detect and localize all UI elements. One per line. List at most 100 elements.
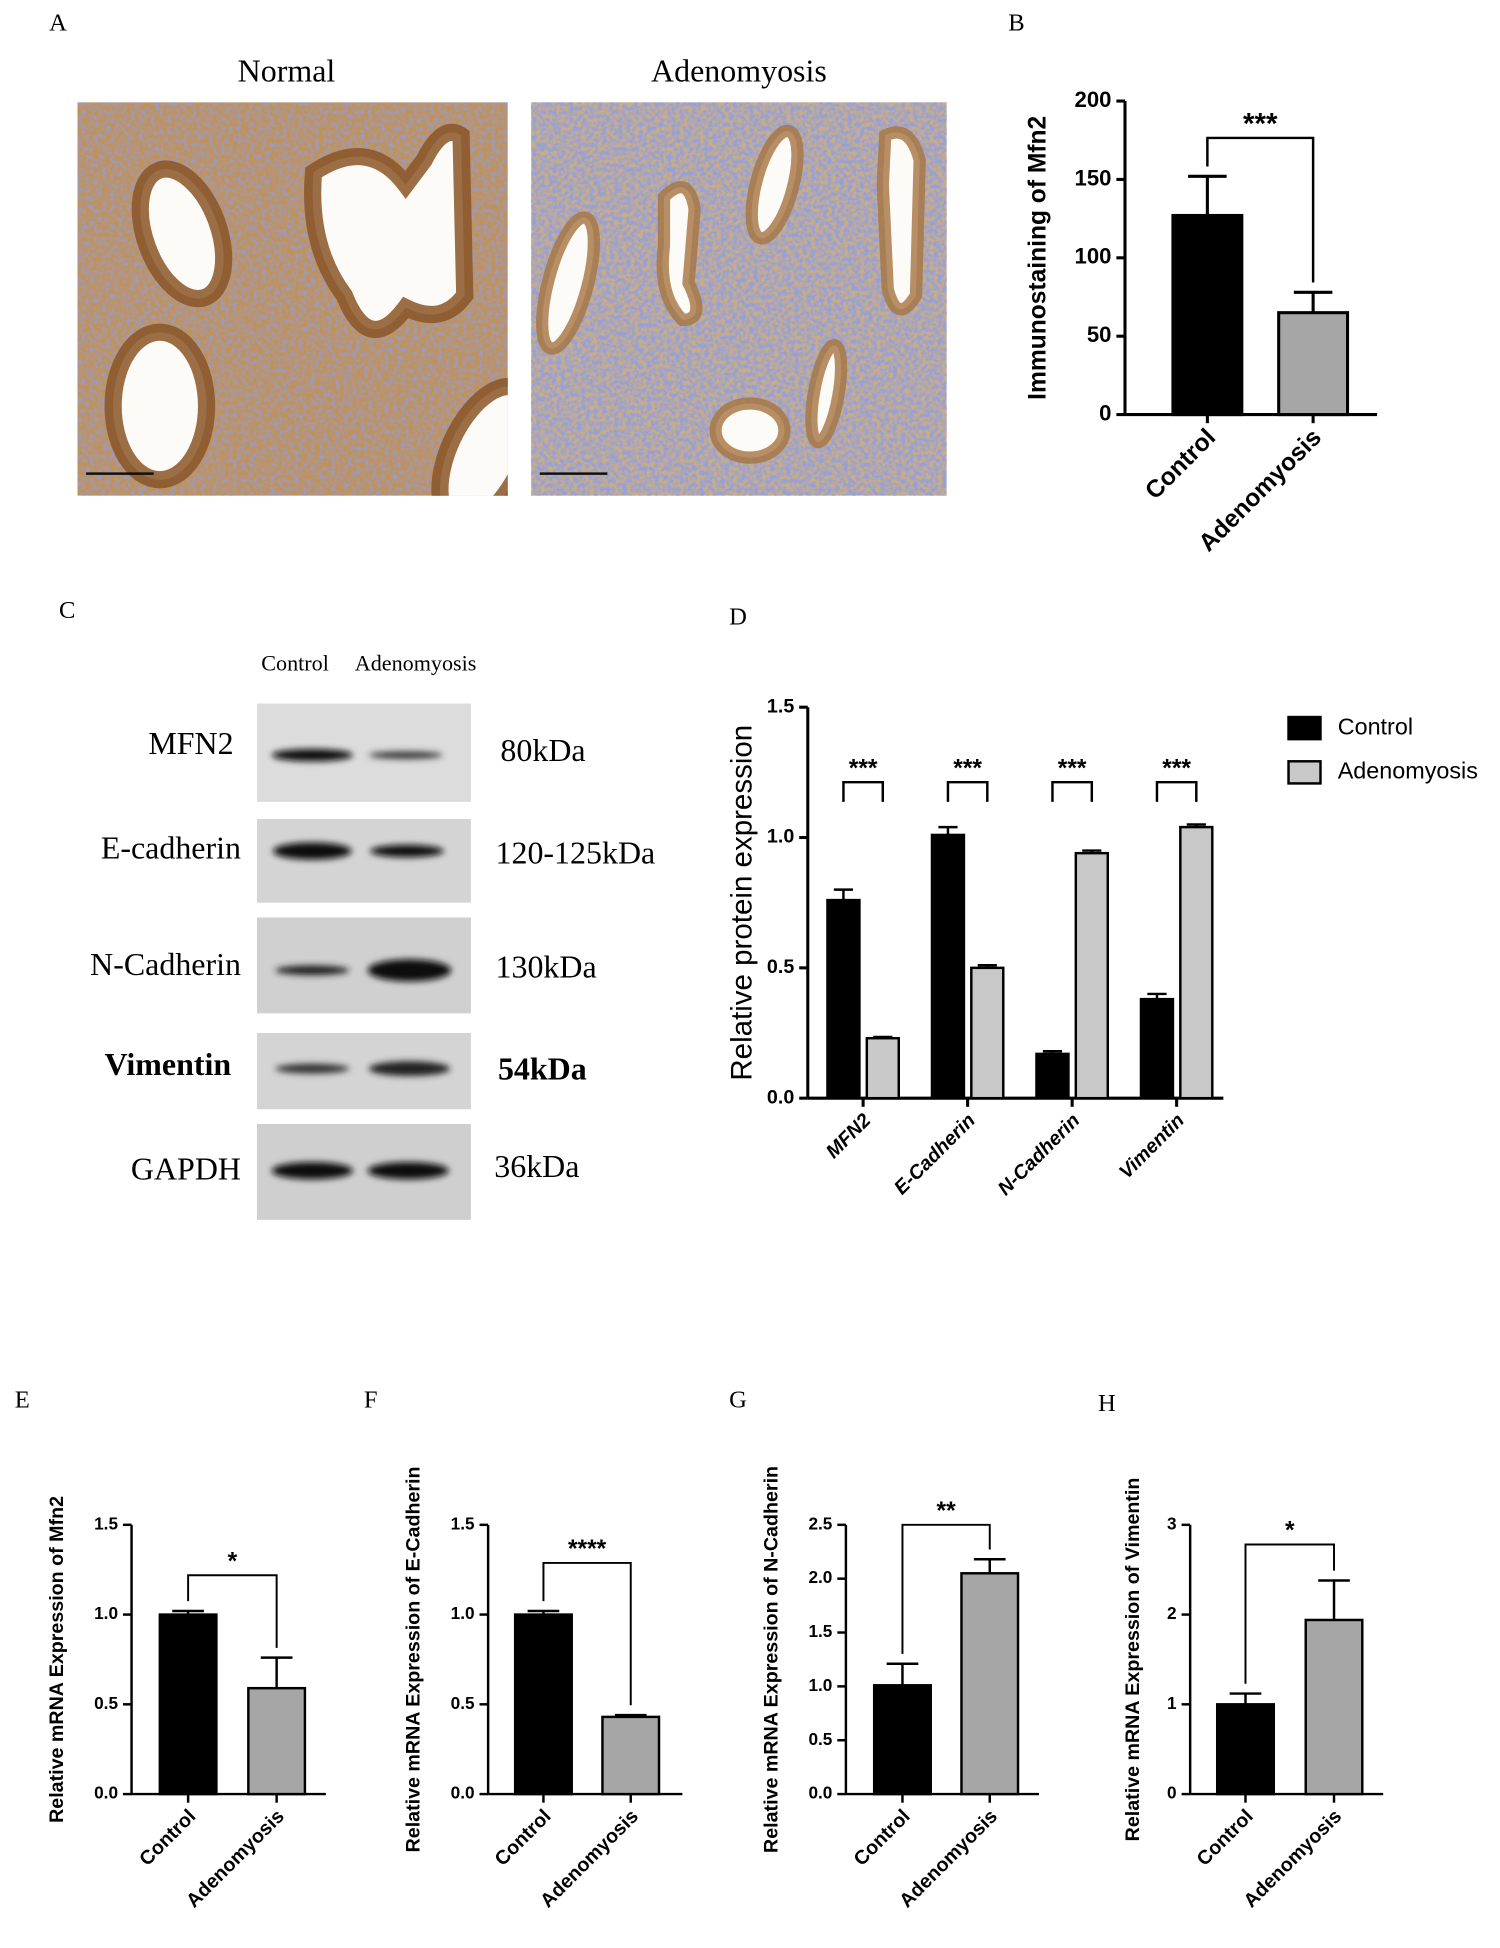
panel-label: G — [729, 1387, 747, 1414]
chart: 0 1 2 3 Relative mRNA Expression of Vimentin… — [1122, 1478, 1384, 1912]
significance-bracket — [1244, 1543, 1335, 1684]
y-tick-label: 1.5 — [451, 1513, 475, 1533]
chart: 0 50 100 150 200 Immunostaining of Mfn2 Contro… — [1024, 87, 1378, 557]
significance-label: *** — [1058, 755, 1087, 782]
y-tick-label: 1.5 — [94, 1513, 118, 1533]
chart: 0.0 0.5 1.0 1.5 Relative mRNA Expression of … — [403, 1466, 683, 1912]
bar — [826, 898, 861, 1100]
significance-bracket — [187, 1574, 278, 1648]
error-bar — [973, 1558, 1006, 1574]
significance-label: *** — [1243, 107, 1278, 140]
x-tick-label: Control — [135, 1805, 200, 1870]
bar — [1277, 311, 1350, 417]
protein-label: E-cadherin — [101, 830, 241, 865]
bar — [930, 833, 966, 1100]
panel-label: H — [1098, 1390, 1116, 1417]
y-tick-label: 2.5 — [808, 1513, 832, 1533]
chart: 0.0 0.5 1.0 1.5 Relative mRNA Expression of … — [46, 1496, 326, 1912]
error-bar — [886, 1662, 919, 1686]
bar — [1074, 851, 1110, 1100]
y-tick-label: 1.0 — [94, 1603, 118, 1623]
y-tick-label: 50 — [1087, 322, 1112, 347]
protein-label: MFN2 — [148, 726, 233, 761]
legend-swatch — [1287, 760, 1322, 785]
protein-label: GAPDH — [131, 1151, 241, 1186]
significance-label: ** — [937, 1498, 957, 1525]
y-tick-label: 150 — [1075, 165, 1112, 190]
y-tick-label: 1.0 — [808, 1675, 832, 1695]
y-tick-label: 0.0 — [808, 1783, 832, 1803]
y-axis-label: Relative protein expression — [726, 725, 759, 1081]
significance-label: * — [1285, 1518, 1295, 1545]
significance-label: * — [228, 1548, 238, 1575]
bar — [1171, 213, 1244, 417]
y-tick-label: 0.0 — [767, 1086, 794, 1108]
image-title: Adenomyosis — [651, 53, 827, 88]
y-tick-label: 0.5 — [94, 1693, 118, 1713]
protein-label: Vimentin — [105, 1047, 232, 1082]
y-tick-label: 3 — [1167, 1513, 1177, 1533]
y-tick-label: 0 — [1167, 1783, 1177, 1803]
bar — [970, 966, 1005, 1100]
panel-label: E — [15, 1387, 30, 1414]
y-tick-label: 1.5 — [767, 695, 794, 717]
y-axis-label: Relative mRNA Expression of N-Cadherin — [760, 1466, 782, 1853]
significance-bracket — [542, 1561, 632, 1706]
bar — [247, 1686, 307, 1796]
significance-label: **** — [568, 1536, 607, 1563]
significance-bracket — [901, 1523, 991, 1654]
lane-label: Control — [261, 650, 329, 675]
y-tick-label: 0.0 — [451, 1783, 475, 1803]
error-bar — [260, 1656, 293, 1689]
x-tick-label: Control — [850, 1805, 915, 1870]
error-bar — [1318, 1579, 1350, 1620]
bar — [513, 1613, 573, 1796]
y-tick-label: 100 — [1075, 244, 1112, 269]
y-axis-label: Relative mRNA Expression of E-Cadherin — [403, 1466, 425, 1852]
significance-label: *** — [1162, 755, 1191, 782]
bar — [872, 1684, 932, 1796]
x-tick-label: Control — [1193, 1805, 1258, 1870]
error-bar — [938, 825, 958, 835]
y-tick-label: 0.0 — [94, 1783, 118, 1803]
y-tick-label: 200 — [1075, 87, 1112, 112]
bar — [1304, 1618, 1364, 1796]
bar — [1035, 1052, 1070, 1100]
image-title: Normal — [238, 53, 336, 88]
significance-bracket — [1206, 136, 1315, 283]
bar — [865, 1036, 900, 1100]
x-tick-label: Vimentin — [1115, 1110, 1189, 1184]
y-tick-label: 1.5 — [808, 1621, 832, 1641]
y-tick-label: 1.0 — [767, 826, 794, 848]
bar — [158, 1613, 218, 1796]
panel-label: F — [364, 1387, 378, 1414]
bar — [960, 1572, 1020, 1796]
y-tick-label: 0.5 — [767, 956, 794, 978]
y-tick-label: 0.5 — [808, 1729, 832, 1749]
size-label: 80kDa — [500, 733, 585, 768]
y-axis-label: Relative mRNA Expression of Vimentin — [1122, 1478, 1144, 1842]
protein-label: N-Cadherin — [90, 947, 241, 982]
y-tick-label: 0.5 — [451, 1693, 475, 1713]
histology-image — [531, 102, 947, 496]
x-tick-label: E-Cadherin — [890, 1110, 980, 1200]
panel-label: C — [59, 597, 75, 624]
panel-label: D — [729, 603, 747, 630]
bar — [601, 1715, 661, 1796]
y-tick-label: 0 — [1099, 400, 1111, 425]
legend-label: Control — [1338, 713, 1413, 739]
x-tick-label: MFN2 — [822, 1109, 875, 1162]
significance-bracket — [842, 780, 885, 802]
y-axis-label: Relative mRNA Expression of Mfn2 — [46, 1496, 68, 1823]
significance-label: *** — [953, 755, 982, 782]
legend-label: Adenomyosis — [1338, 758, 1478, 784]
y-tick-label: 1.0 — [451, 1603, 475, 1623]
significance-bracket — [1155, 780, 1198, 802]
size-label: 130kDa — [495, 950, 596, 985]
significance-bracket — [946, 780, 989, 802]
panel-label: B — [1008, 9, 1024, 36]
panel-label: A — [49, 9, 67, 36]
legend-swatch — [1287, 715, 1322, 741]
y-tick-label: 1 — [1167, 1693, 1177, 1713]
